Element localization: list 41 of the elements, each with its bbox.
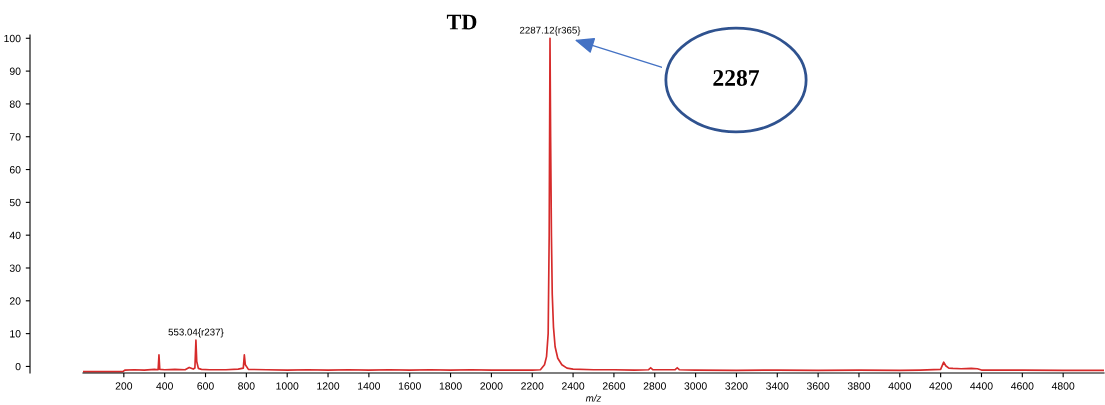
x-tick-label: 3800: [847, 382, 871, 390]
y-tick-label: 30: [9, 264, 21, 272]
line-series: [83, 37, 1104, 373]
x-tick-label: 1600: [398, 382, 421, 390]
y-tick-label: 10: [10, 330, 21, 338]
x-tick-label: 1800: [439, 382, 462, 390]
x-tick-label: 2800: [643, 382, 666, 390]
x-tick-label: 2400: [562, 382, 585, 390]
x-tick-label: 200: [115, 382, 133, 390]
y-tick-label: 60: [9, 166, 21, 174]
y-tick-label: 0: [15, 362, 21, 371]
x-tick-label: 600: [197, 382, 214, 390]
y-tick-label: 90: [9, 67, 21, 75]
x-tick-label: 3400: [766, 382, 789, 390]
x-tick-label: 4200: [929, 382, 952, 390]
y-tick-label: 80: [9, 100, 21, 108]
x-tick-label: 400: [156, 382, 173, 390]
x-tick-label: 3600: [806, 382, 830, 390]
x-tick-label: 4600: [1010, 382, 1034, 390]
x-tick-label: 2600: [602, 382, 626, 390]
chart-title: TD: [446, 14, 477, 30]
annotation: 553.04{r237}: [168, 328, 224, 338]
x-tick-label: 4000: [888, 382, 911, 390]
x-tick-label: 3200: [725, 382, 748, 390]
x-tick-label: 2200: [521, 382, 544, 390]
x-tick-label: 1000: [276, 382, 299, 390]
y-tick-label: 50: [9, 198, 21, 207]
x-tick-label: 2000: [480, 382, 503, 390]
x-tick-label: 4800: [1051, 382, 1075, 390]
x-tick-label: 800: [238, 382, 255, 390]
annotation: 2287.12{r365}: [519, 26, 581, 36]
x-tick-label: 1400: [358, 382, 381, 390]
x-tick-label: 3000: [684, 382, 707, 390]
y-tick-label: 70: [9, 133, 21, 141]
y-tick-label: 20: [9, 297, 21, 305]
x-axis-title: m/z: [585, 394, 602, 402]
annotation: 2287: [713, 69, 760, 86]
y-tick-label: 100: [4, 34, 21, 43]
y-tick-label: 40: [9, 231, 21, 240]
x-tick-label: 4400: [970, 382, 993, 390]
x-tick-label: 1200: [317, 382, 340, 390]
